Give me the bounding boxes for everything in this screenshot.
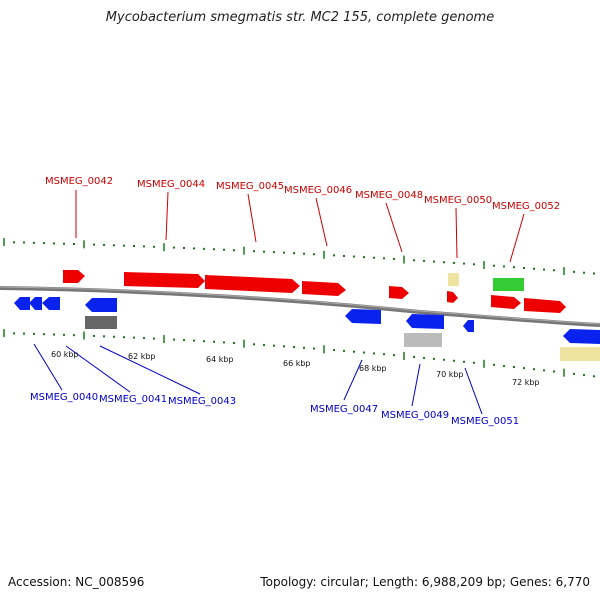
gene-msmeg-0047[interactable] bbox=[345, 309, 381, 324]
rna-feature-green[interactable] bbox=[493, 278, 524, 291]
forward-labels: MSMEG_0042 MSMEG_0044 MSMEG_0045 MSMEG_0… bbox=[45, 176, 560, 212]
gene-msmeg-0051a[interactable] bbox=[491, 295, 521, 309]
label-msmeg-0052: MSMEG_0052 bbox=[492, 201, 560, 212]
genome-title: Mycobacterium smegmatis str. MC2 155, co… bbox=[105, 10, 495, 25]
accession-text: Accession: NC_008596 bbox=[8, 575, 145, 589]
label-msmeg-0046: MSMEG_0046 bbox=[284, 185, 352, 196]
label-msmeg-0043: MSMEG_0043 bbox=[168, 396, 236, 407]
gene-msmeg-0040a[interactable] bbox=[14, 297, 30, 310]
rna-feature-pale-lower[interactable] bbox=[560, 347, 600, 361]
gene-msmeg-0041[interactable] bbox=[42, 297, 60, 310]
genome-backbone-highlight bbox=[0, 286, 600, 325]
label-msmeg-0050: MSMEG_0050 bbox=[424, 195, 492, 206]
reverse-labels: MSMEG_0040 MSMEG_0041 MSMEG_0043 MSMEG_0… bbox=[30, 392, 519, 427]
label-msmeg-0049: MSMEG_0049 bbox=[381, 410, 449, 421]
label-msmeg-0047: MSMEG_0047 bbox=[310, 404, 378, 415]
kbp-label-66: 66 kbp bbox=[283, 359, 311, 368]
genome-summary-text: Topology: circular; Length: 6,988,209 bp… bbox=[260, 575, 590, 589]
inner-tick-ring bbox=[3, 329, 595, 378]
pseudo-feature-dark[interactable] bbox=[85, 316, 117, 329]
gene-msmeg-0044[interactable] bbox=[124, 272, 205, 288]
label-msmeg-0044: MSMEG_0044 bbox=[137, 179, 205, 190]
gene-msmeg-0048[interactable] bbox=[389, 286, 409, 299]
label-msmeg-0040: MSMEG_0040 bbox=[30, 392, 98, 403]
kbp-scale-labels: 60 kbp 62 kbp 64 kbp 66 kbp 68 kbp 70 kb… bbox=[51, 350, 540, 387]
genome-backbone bbox=[0, 286, 600, 327]
gene-msmeg-0053[interactable] bbox=[563, 329, 600, 344]
gene-msmeg-0045[interactable] bbox=[205, 275, 300, 293]
kbp-label-62: 62 kbp bbox=[128, 352, 156, 361]
reverse-strand-genes bbox=[14, 297, 600, 344]
label-msmeg-0051: MSMEG_0051 bbox=[451, 416, 519, 427]
pseudo-feature-light[interactable] bbox=[404, 333, 442, 347]
label-msmeg-0045: MSMEG_0045 bbox=[216, 181, 284, 192]
gene-msmeg-0040b[interactable] bbox=[29, 297, 42, 310]
gene-msmeg-0046[interactable] bbox=[302, 281, 346, 296]
gene-msmeg-0050[interactable] bbox=[447, 291, 458, 303]
gene-msmeg-0052[interactable] bbox=[524, 298, 566, 313]
outer-tick-ring bbox=[3, 238, 595, 276]
kbp-label-72: 72 kbp bbox=[512, 378, 540, 387]
other-features bbox=[85, 273, 600, 361]
gene-msmeg-0042[interactable] bbox=[63, 270, 85, 283]
kbp-label-70: 70 kbp bbox=[436, 370, 464, 379]
kbp-label-64: 64 kbp bbox=[206, 355, 234, 364]
forward-strand-genes bbox=[63, 270, 566, 313]
label-msmeg-0042: MSMEG_0042 bbox=[45, 176, 113, 187]
rna-feature-pale[interactable] bbox=[448, 273, 459, 286]
kbp-label-68: 68 kbp bbox=[359, 364, 387, 373]
reverse-label-leaders bbox=[33, 343, 483, 415]
label-msmeg-0048: MSMEG_0048 bbox=[355, 190, 423, 201]
forward-label-leaders bbox=[75, 190, 525, 263]
kbp-label-60: 60 kbp bbox=[51, 350, 79, 359]
label-msmeg-0041: MSMEG_0041 bbox=[99, 394, 167, 405]
gene-msmeg-0051[interactable] bbox=[463, 320, 474, 332]
gene-msmeg-0049[interactable] bbox=[406, 314, 444, 329]
gene-msmeg-0043[interactable] bbox=[85, 298, 117, 312]
